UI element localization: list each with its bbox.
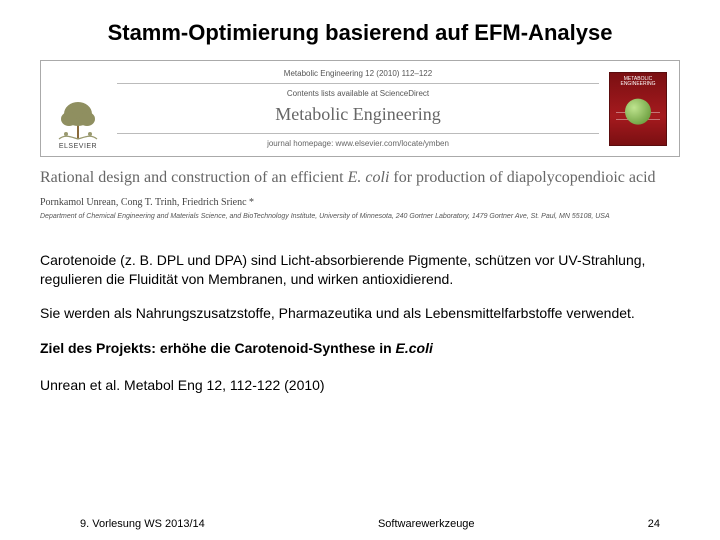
journal-homepage: journal homepage: www.elsevier.com/locat… bbox=[117, 139, 599, 148]
divider bbox=[117, 133, 599, 134]
article-affiliation: Department of Chemical Engineering and M… bbox=[40, 212, 680, 221]
divider bbox=[117, 83, 599, 84]
elsevier-tree-icon bbox=[55, 99, 101, 141]
footer-center: Softwarewerkzeuge bbox=[378, 518, 475, 530]
journal-cover-icon: METABOLIC ENGINEERING bbox=[609, 72, 667, 146]
article-authors: Pornkamol Unrean, Cong T. Trinh, Friedri… bbox=[40, 197, 680, 208]
issue-line: Metabolic Engineering 12 (2010) 112–122 bbox=[117, 69, 599, 78]
contents-line: Contents lists available at ScienceDirec… bbox=[117, 89, 599, 98]
slide-footer: 9. Vorlesung WS 2013/14 Softwarewerkzeug… bbox=[0, 518, 720, 530]
body-block: Carotenoide (z. B. DPL und DPA) sind Lic… bbox=[40, 251, 680, 395]
paragraph-1: Carotenoide (z. B. DPL und DPA) sind Lic… bbox=[40, 251, 680, 289]
journal-name: Metabolic Engineering bbox=[117, 104, 599, 125]
publisher-name: ELSEVIER bbox=[59, 143, 97, 150]
paragraph-2: Sie werden als Nahrungszusatzstoffe, Pha… bbox=[40, 304, 680, 323]
footer-page-number: 24 bbox=[648, 518, 660, 530]
journal-header-box: ELSEVIER Metabolic Engineering 12 (2010)… bbox=[40, 60, 680, 157]
publisher-logo-block: ELSEVIER bbox=[49, 67, 107, 150]
cover-title-text: METABOLIC ENGINEERING bbox=[610, 77, 666, 88]
goal-em: E.coli bbox=[396, 340, 433, 356]
goal-pre: Ziel des Projekts: erhöhe die Carotenoid… bbox=[40, 340, 396, 356]
slide: Stamm-Optimierung basierend auf EFM-Anal… bbox=[0, 0, 720, 540]
journal-cover-block: METABOLIC ENGINEERING bbox=[609, 67, 671, 150]
footer-left: 9. Vorlesung WS 2013/14 bbox=[80, 518, 205, 530]
article-title-pre: Rational design and construction of an e… bbox=[40, 169, 348, 186]
slide-title: Stamm-Optimierung basierend auf EFM-Anal… bbox=[40, 20, 680, 46]
cover-circle-icon bbox=[625, 98, 651, 124]
article-title-em: E. coli bbox=[348, 169, 390, 186]
article-title-post: for production of diapolycopendioic acid bbox=[389, 169, 655, 186]
project-goal: Ziel des Projekts: erhöhe die Carotenoid… bbox=[40, 339, 680, 358]
reference-line: Unrean et al. Metabol Eng 12, 112-122 (2… bbox=[40, 376, 680, 395]
journal-header-center: Metabolic Engineering 12 (2010) 112–122 … bbox=[117, 67, 599, 150]
article-title: Rational design and construction of an e… bbox=[40, 167, 680, 189]
article-title-block: Rational design and construction of an e… bbox=[40, 167, 680, 189]
